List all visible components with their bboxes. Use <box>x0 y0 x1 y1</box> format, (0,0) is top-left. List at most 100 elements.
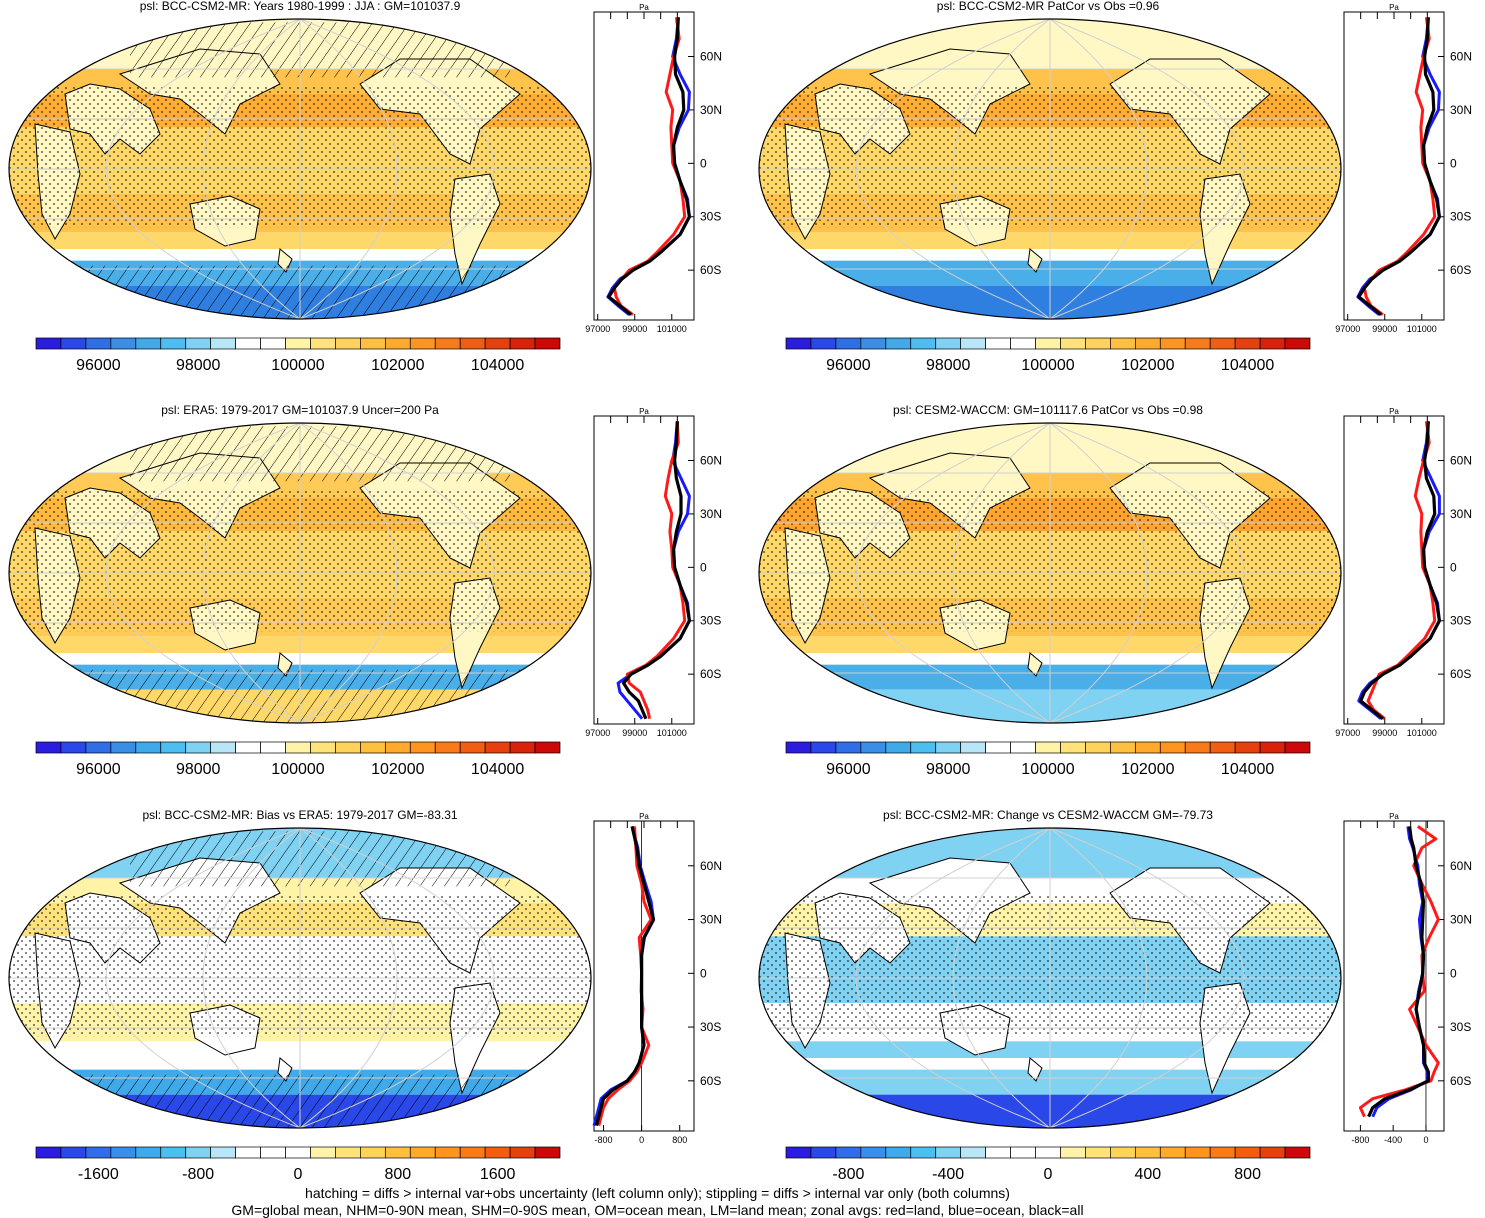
colorbar-swatch <box>1259 337 1286 350</box>
colorbar-swatch <box>1010 741 1036 754</box>
graticule-lon <box>299 828 398 1128</box>
colorbar-swatch <box>360 741 386 754</box>
colorbar-swatch <box>1284 1146 1311 1159</box>
colorbar-swatch <box>1134 337 1161 350</box>
colorbar-swatch <box>409 741 436 754</box>
zonal-y-label: 60N <box>1450 50 1472 64</box>
colorbar-swatch <box>509 1146 536 1159</box>
colorbar-swatch <box>1035 337 1061 350</box>
colorbar-swatch <box>885 741 912 754</box>
colorbar-swatch <box>210 741 236 754</box>
map-field-bcc-bias <box>9 828 591 1128</box>
colorbar-tick-label: 104000 <box>1221 761 1274 778</box>
colorbar-swatch <box>910 741 937 754</box>
zonal-frame <box>593 415 695 725</box>
zonal-unit-label: Pa <box>1389 812 1399 821</box>
colorbar-tick-label: -800 <box>182 1166 214 1183</box>
colorbar-swatch <box>534 337 561 350</box>
colorbar-cesm-mean: 96000 98000 100000 102000 104000 <box>785 741 1311 778</box>
colorbar-tick-label: 102000 <box>1121 761 1174 778</box>
colorbar-swatch <box>160 1146 187 1159</box>
map-field-bcc-patcor <box>759 19 1341 319</box>
zonal-y-label: 60S <box>700 1074 721 1088</box>
colorbar-swatch <box>860 1146 887 1159</box>
zonal-y-label: 30N <box>1450 507 1472 521</box>
zonal-y-label: 60N <box>700 454 722 468</box>
colorbar-tick-label: 100000 <box>271 761 324 778</box>
colorbar-swatch <box>985 337 1011 350</box>
colorbar-swatch <box>1110 741 1136 754</box>
colorbar-swatch <box>160 337 187 350</box>
colorbar-swatch <box>235 337 261 350</box>
colorbar-swatch <box>785 741 812 754</box>
colorbar-swatch <box>434 741 461 754</box>
colorbar-swatch <box>160 741 187 754</box>
graticule-lon <box>952 828 1051 1128</box>
graticule-lon <box>105 828 301 1128</box>
zonal-x-label: 99000 <box>1372 324 1397 334</box>
zonal-cesm-mean: Pa 60N 30N 0 30S 60S 97000 99000 101000 <box>1335 407 1472 738</box>
zonal-y-label: 30S <box>700 1020 721 1034</box>
zonal-line-land <box>1366 421 1437 720</box>
map-cesm-mean <box>758 422 1342 724</box>
zonal-x-label: 97000 <box>585 728 610 738</box>
zonal-line-ocean <box>606 17 691 316</box>
continent-6 <box>1027 1057 1043 1082</box>
zonal-frame <box>1343 415 1445 725</box>
zonal-y-label: 60S <box>700 263 721 277</box>
zonal-line-all <box>621 421 692 720</box>
zonal-unit-label: Pa <box>1389 407 1399 416</box>
colorbar-swatch <box>434 1146 461 1159</box>
colorbar-swatch <box>235 1146 261 1159</box>
colorbar-swatch <box>409 1146 436 1159</box>
colorbar-swatch <box>960 1146 986 1159</box>
colorbar-swatch <box>935 337 962 350</box>
colorbar-tick-label: 800 <box>384 1166 411 1183</box>
zonal-frame <box>1343 11 1445 321</box>
zonal-frame <box>593 820 695 1132</box>
colorbar-tick-label: 96000 <box>826 761 871 778</box>
zonal-y-label: 30S <box>1450 210 1471 224</box>
colorbar-swatch <box>285 741 311 754</box>
zonal-y-label: 0 <box>1450 560 1457 574</box>
colorbar-swatch <box>1184 1146 1211 1159</box>
zonal-line-ocean <box>1371 826 1430 1118</box>
zonal-bcc-mean: Pa 60N 30N 0 30S 60S 97000 99000 101000 <box>585 3 722 334</box>
zonal-x-label: 800 <box>672 1135 687 1145</box>
colorbar-swatch <box>509 741 536 754</box>
colorbar-bcc-mean: 96000 98000 100000 102000 104000 <box>35 337 561 374</box>
colorbar-tick-label: 98000 <box>926 761 971 778</box>
colorbar-swatch <box>459 1146 486 1159</box>
colorbar-tick-label: 102000 <box>371 761 424 778</box>
colorbar-swatch <box>210 337 236 350</box>
colorbar-tick-label: 400 <box>1134 1166 1161 1183</box>
colorbar-swatch <box>384 1146 411 1159</box>
graticule-lon <box>299 423 495 723</box>
zonal-y-label: 0 <box>700 560 707 574</box>
colorbar-swatch <box>1284 337 1311 350</box>
map-border <box>8 827 592 1129</box>
zonal-line-all <box>1357 17 1442 316</box>
colorbar-tick-label: 98000 <box>176 357 221 374</box>
colorbar-swatch <box>960 741 986 754</box>
colorbar-swatch <box>1060 741 1086 754</box>
graticule-lon <box>952 19 1051 319</box>
colorbar-swatch <box>135 741 162 754</box>
colorbar-swatch <box>310 337 336 350</box>
colorbar-tick-label: 102000 <box>371 357 424 374</box>
zonal-x-label: 0 <box>1423 1135 1428 1145</box>
map-border <box>8 422 592 724</box>
zonal-line-all <box>1367 826 1431 1118</box>
zonal-y-label: 30S <box>1450 614 1471 628</box>
graticule-lon <box>299 828 495 1128</box>
zonal-unit-label: Pa <box>639 3 649 12</box>
colorbar-swatch <box>935 1146 962 1159</box>
zonal-x-label: 99000 <box>622 728 647 738</box>
zonal-bcc-bias: Pa 60N 30N 0 30S 60S -800 0 800 <box>592 812 722 1145</box>
colorbar-swatch <box>459 741 486 754</box>
zonal-x-label: 0 <box>639 1135 644 1145</box>
title-cesm-mean: psl: CESM2-WACCM: GM=101117.6 PatCor vs … <box>893 403 1203 417</box>
zonal-y-label: 30N <box>700 913 722 927</box>
zonal-unit-label: Pa <box>1389 3 1399 12</box>
zonal-bcc-patcor: Pa 60N 30N 0 30S 60S 97000 99000 101000 <box>1335 3 1472 334</box>
